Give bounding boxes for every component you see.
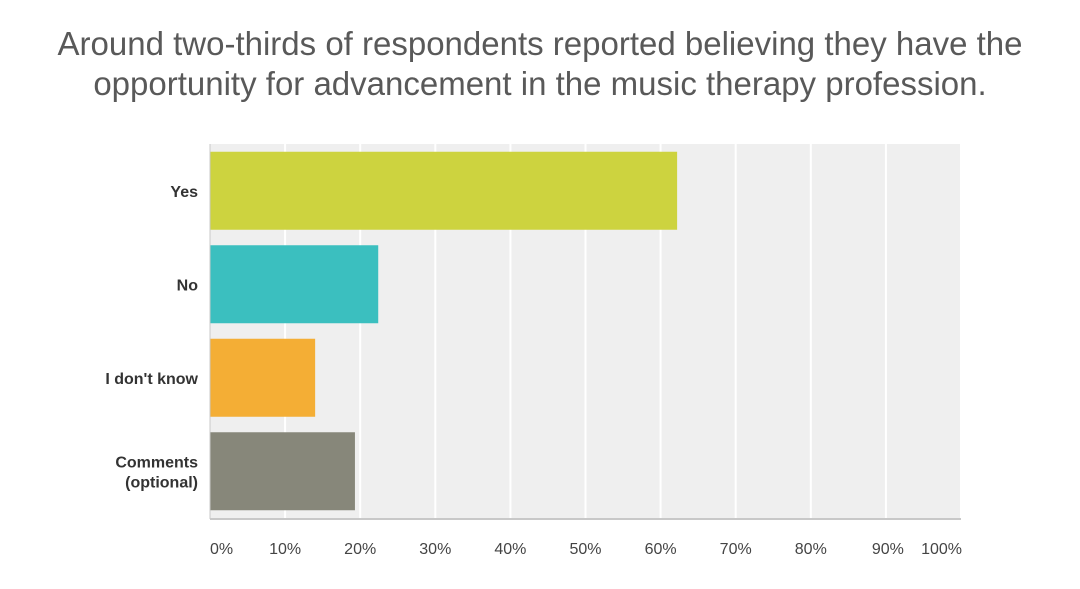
category-label: No [177,277,199,294]
category-label: I don't know [105,371,198,388]
chart-title-line-2: opportunity for advancement in the music… [93,65,987,102]
bar-comments-optional [210,432,355,511]
tick-label-90: 90% [872,541,904,558]
tick-label-10: 10% [269,541,301,558]
category-label-line: No [177,277,199,294]
category-label: Comments (optional) [115,454,198,491]
bar-no [210,245,379,324]
tick-label-60: 60% [645,541,677,558]
tick-label-80: 80% [795,541,827,558]
tick-label-0: 0% [210,541,233,558]
category-label-line: (optional) [125,474,198,491]
tick-label-20: 20% [344,541,376,558]
tick-label-40: 40% [494,541,526,558]
category-label-line: Yes [170,184,198,201]
bar-yes [210,151,678,230]
chart-title: Around two-thirds of respondents reporte… [0,24,1080,104]
chart-title-line-1: Around two-thirds of respondents reporte… [57,25,1023,62]
bars [210,151,678,511]
tick-label-70: 70% [720,541,752,558]
category-labels: Yes No I don't know Comments (optional) [105,184,198,492]
category-label-line: I don't know [105,371,198,388]
category-label: Yes [170,184,198,201]
tick-label-100: 100% [921,541,962,558]
category-label-line: Comments [115,454,198,471]
tick-label-30: 30% [419,541,451,558]
bar-i-don-t-know [210,338,316,417]
tick-labels: 0% 10% 20% 30% 40% 50% 60% 70% 80% 90% 100% [210,541,962,558]
tick-label-50: 50% [569,541,601,558]
